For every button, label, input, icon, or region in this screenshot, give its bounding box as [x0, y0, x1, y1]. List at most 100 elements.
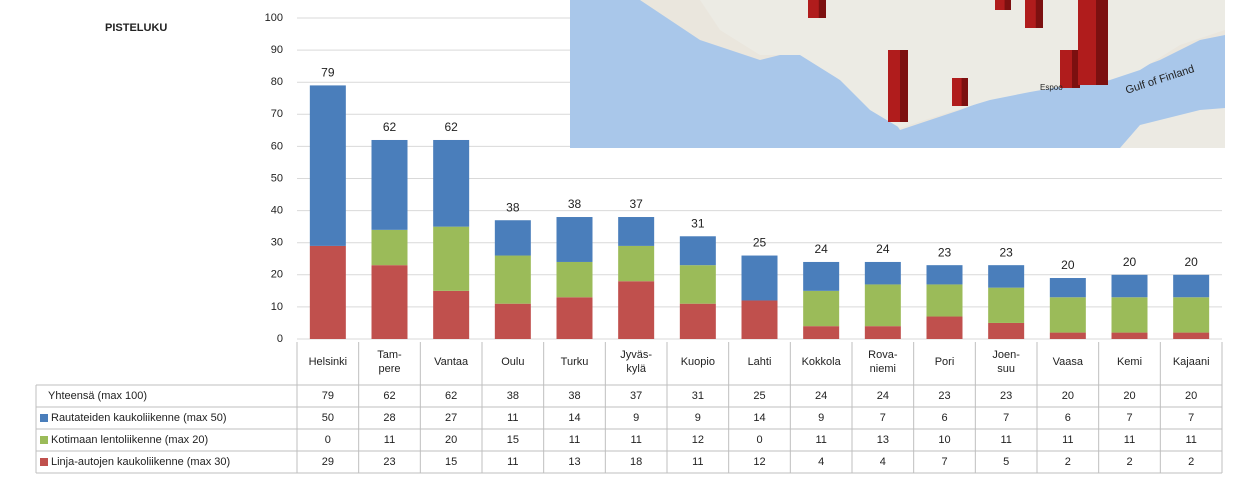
bar-segment — [680, 265, 716, 304]
total-label: 20 — [1184, 255, 1198, 269]
bar-segment — [1112, 333, 1148, 339]
table-cell: 18 — [630, 456, 642, 468]
bar-segment — [310, 246, 346, 339]
bar-segment — [1112, 275, 1148, 297]
bar-segment — [680, 236, 716, 265]
table-cell: 38 — [507, 390, 519, 402]
y-axis-label: PISTELUKU — [105, 22, 167, 34]
bar-segment — [680, 304, 716, 339]
bar-segment — [495, 220, 531, 255]
bar-segment — [1050, 333, 1086, 339]
table-cell: 11 — [1062, 434, 1073, 446]
map-column-side — [1036, 0, 1043, 28]
x-tick-label: Vaasa — [1053, 356, 1084, 368]
map-column-side — [962, 78, 968, 106]
legend-label: Kotimaan lentoliikenne (max 20) — [51, 434, 208, 446]
table-cell: 31 — [692, 390, 704, 402]
total-label: 38 — [568, 197, 582, 211]
table-cell: 12 — [692, 434, 704, 446]
bar-segment — [803, 291, 839, 326]
bar-segment — [618, 246, 654, 281]
total-label: 20 — [1123, 255, 1137, 269]
table-cell: 0 — [325, 434, 331, 446]
bar-segment — [927, 317, 963, 339]
table-cell: 11 — [507, 412, 518, 424]
table-cell: 11 — [384, 434, 395, 446]
x-tick-label: Kajaani — [1173, 356, 1210, 368]
map-label: Espoo — [1040, 83, 1063, 92]
bar-segment — [372, 140, 408, 230]
table-cell: 11 — [815, 434, 826, 446]
bar-segment — [433, 291, 469, 339]
table-cell: 2 — [1188, 456, 1194, 468]
table-cell: 27 — [445, 412, 457, 424]
table-cell: 14 — [568, 412, 580, 424]
bar-segment — [1173, 275, 1209, 297]
total-label: 62 — [383, 120, 397, 134]
total-label: 24 — [876, 242, 890, 256]
bar-segment — [433, 140, 469, 227]
bar-segment — [618, 217, 654, 246]
table-cell: 2 — [1126, 456, 1132, 468]
table-cell: 11 — [569, 434, 580, 446]
table-cell: 29 — [322, 456, 334, 468]
x-tick-label: Helsinki — [309, 356, 348, 368]
table-cell: 13 — [877, 434, 889, 446]
table-cell: 11 — [1000, 434, 1011, 446]
total-label: 62 — [444, 120, 458, 134]
bar-segment — [1173, 297, 1209, 332]
map-column-side — [1005, 0, 1011, 10]
table-cell: 79 — [322, 390, 334, 402]
map-column-side — [819, 0, 826, 18]
table-cell: 24 — [877, 390, 889, 402]
bar-segment — [495, 304, 531, 339]
bar-segment — [865, 326, 901, 339]
bar-segment — [1050, 297, 1086, 332]
legend-swatch — [40, 414, 48, 422]
table-cell: 23 — [938, 390, 950, 402]
y-tick-label: 90 — [271, 44, 283, 56]
table-cell: 5 — [1003, 456, 1009, 468]
table-cell: 23 — [383, 456, 395, 468]
table-cell: 11 — [507, 456, 518, 468]
table-cell: 0 — [756, 434, 762, 446]
bar-segment — [803, 262, 839, 291]
y-tick-label: 50 — [271, 172, 283, 184]
table-cell: 14 — [753, 412, 765, 424]
table-cell: 7 — [1003, 412, 1009, 424]
table-cell: 10 — [938, 434, 950, 446]
y-tick-label: 60 — [271, 140, 283, 152]
total-label: 79 — [321, 66, 335, 80]
total-label: 24 — [814, 242, 828, 256]
map-column-side — [900, 50, 908, 122]
table-cell: 24 — [815, 390, 827, 402]
bar-segment — [433, 227, 469, 291]
table-cell: 38 — [568, 390, 580, 402]
bar-segment — [742, 256, 778, 301]
table-cell: 6 — [1065, 412, 1071, 424]
x-tick-label: Vantaa — [434, 356, 469, 368]
y-tick-label: 100 — [265, 12, 283, 24]
total-label: 25 — [753, 236, 767, 250]
bar-segment — [557, 217, 593, 262]
table-cell: 4 — [880, 456, 886, 468]
bar-segment — [927, 284, 963, 316]
table-cell: 37 — [630, 390, 642, 402]
map-column-side — [1096, 0, 1108, 85]
y-tick-label: 10 — [271, 301, 283, 313]
chart: PISTELUKU 010203040506070809010079Helsin… — [0, 0, 1240, 495]
table-cell: 62 — [445, 390, 457, 402]
total-label: 23 — [999, 245, 1013, 259]
table-cell: 7 — [1188, 412, 1194, 424]
table-cell: 7 — [880, 412, 886, 424]
y-tick-label: 40 — [271, 205, 283, 217]
bar-segment — [742, 300, 778, 339]
y-tick-label: 30 — [271, 237, 283, 249]
x-tick-label: Turku — [561, 356, 589, 368]
bar-segment — [310, 85, 346, 246]
bar-segment — [372, 230, 408, 265]
table-cell: 20 — [1185, 390, 1197, 402]
y-tick-label: 80 — [271, 76, 283, 88]
legend-label: Linja-autojen kaukoliikenne (max 30) — [51, 456, 230, 468]
